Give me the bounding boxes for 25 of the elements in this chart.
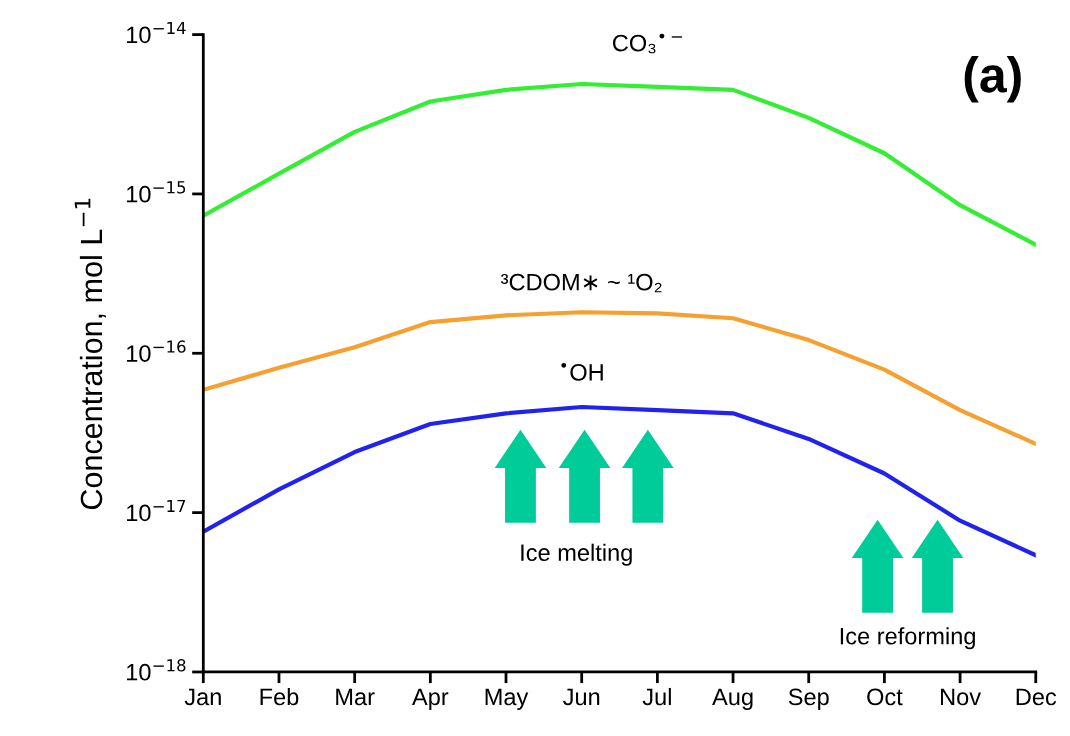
x-tick-label: Mar [336, 688, 375, 706]
y-tick-label: 10$^{−14}$ [127, 21, 186, 44]
x-tick-label: Feb [260, 687, 299, 706]
line-series [203, 310, 1036, 446]
x-tick-label: Apr [412, 688, 449, 710]
x-tick-label: Oct [867, 688, 903, 706]
x-tick-label: Aug [712, 688, 753, 710]
annotation: Ice reforming [840, 627, 975, 650]
y-tick-label: 10$^{−15}$ [127, 181, 186, 203]
x-tick-label: Jun [563, 688, 600, 706]
x-tick-label: Jan [184, 688, 221, 706]
x-tick-label: May [485, 688, 529, 710]
y-tick-label: 10$^{−17}$ [127, 499, 186, 522]
y-tick-label: 10$^{−18}$ [127, 659, 186, 681]
x-tick-label: Sep [788, 688, 829, 710]
annotation: Ice melting [521, 543, 632, 566]
y-tick-label: 10$^{−16}$ [127, 340, 186, 362]
x-tick-label: Dec [1016, 688, 1057, 706]
x-tick-label: Jul [642, 687, 671, 706]
annotation: (a) [964, 55, 1021, 103]
series-label: CO₃$^{•−}$ [612, 33, 683, 54]
x-tick-label: Nov [941, 688, 981, 706]
series-label: ³CDOM∗ ~ ¹O₂ [500, 273, 662, 293]
series-label: $^{•}$OH [561, 362, 603, 381]
y-axis-title: Concentration, mol L$^{−1}$ [74, 198, 106, 510]
